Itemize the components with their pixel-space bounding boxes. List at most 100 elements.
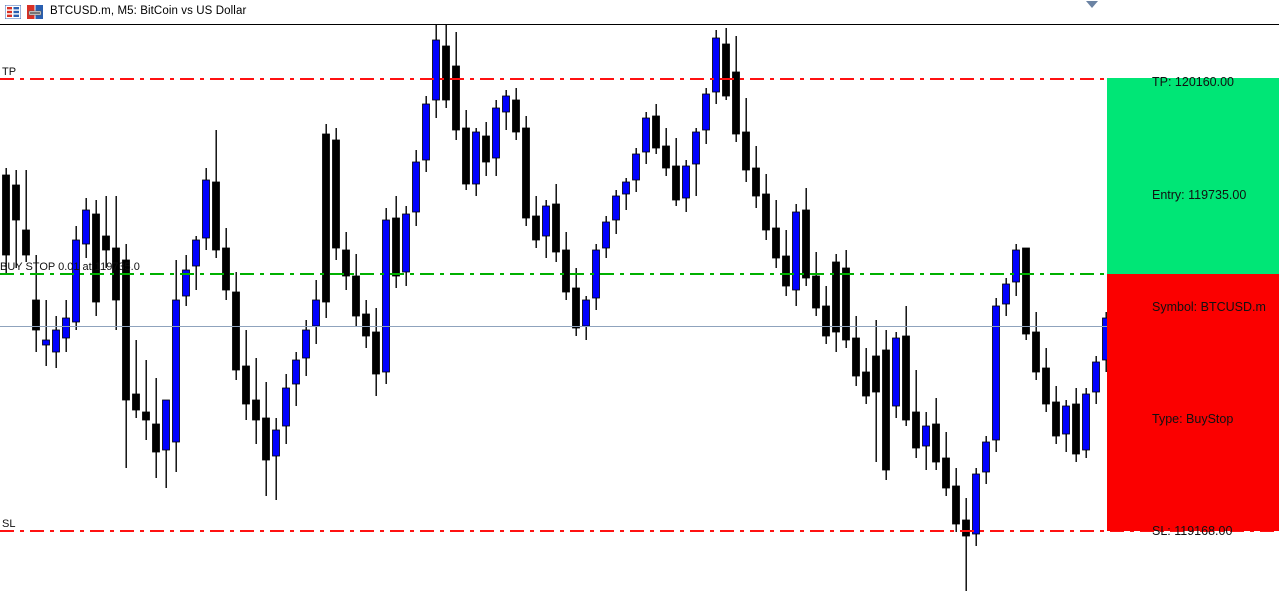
candlestick: [12, 170, 20, 268]
candlestick: [652, 104, 660, 154]
candlestick: [1002, 278, 1010, 316]
candlestick: [942, 432, 950, 496]
candlestick: [152, 378, 160, 478]
candlestick: [842, 250, 850, 348]
candlestick: [232, 272, 240, 380]
chart-window-icon[interactable]: [27, 5, 43, 19]
candlestick: [712, 30, 720, 104]
candlestick: [572, 268, 580, 336]
candlestick: [172, 260, 180, 472]
stop-loss-value-label: SL: 119168.00: [1152, 524, 1233, 538]
entry-order-left-label: BUY STOP 0.01 at 119735.0: [0, 261, 140, 273]
candlestick: [412, 150, 420, 226]
candlestick: [822, 286, 830, 344]
candlestick: [282, 374, 290, 444]
take-profit-value-label: TP: 120160.00: [1152, 75, 1235, 89]
candlestick-series: [2, 25, 1110, 591]
candlestick: [922, 412, 930, 470]
candlestick: [92, 200, 100, 316]
stop-loss-left-label: SL: [2, 518, 16, 530]
candlestick: [612, 190, 620, 234]
candlestick: [542, 200, 550, 258]
candlestick: [492, 100, 500, 176]
entry-value-label: Entry: 119735.00: [1152, 188, 1247, 202]
candlestick: [342, 232, 350, 290]
candlestick: [762, 174, 770, 240]
candlestick: [72, 226, 80, 330]
candlestick: [962, 498, 970, 591]
candlestick: [272, 418, 280, 500]
candlestick: [772, 200, 780, 268]
candlestick: [182, 255, 190, 306]
candlestick: [102, 196, 110, 268]
candlestick: [1072, 388, 1080, 462]
symbol-value-label: Symbol: BTCUSD.m: [1152, 300, 1266, 314]
candlestick: [372, 308, 380, 396]
candlestick: [82, 198, 90, 258]
candlestick: [722, 28, 730, 100]
candlestick: [692, 128, 700, 196]
candlestick: [532, 196, 540, 248]
candlestick: [252, 358, 260, 444]
candlestick: [322, 124, 330, 318]
profit-zone-rectangle[interactable]: [1107, 78, 1279, 274]
candlestick: [62, 300, 70, 352]
candlestick: [442, 25, 450, 108]
candlestick: [642, 112, 650, 164]
candlestick: [902, 306, 910, 426]
candlestick: [162, 399, 170, 488]
candlestick: [952, 468, 960, 532]
candlestick: [1042, 348, 1050, 412]
chart-title: BTCUSD.m, M5: BitCoin vs US Dollar: [50, 5, 247, 17]
candlestick: [502, 90, 510, 130]
candlestick: [212, 130, 220, 258]
candlestick: [802, 188, 810, 286]
candlestick: [352, 254, 360, 326]
candlestick: [202, 168, 210, 250]
candlestick: [992, 298, 1000, 452]
candlestick: [832, 254, 840, 352]
loss-zone-rectangle[interactable]: [1107, 274, 1279, 531]
candlestick: [292, 352, 300, 406]
candlestick: [362, 300, 370, 348]
candlestick: [482, 122, 490, 176]
candlestick: [882, 330, 890, 480]
take-profit-left-label: TP: [2, 66, 17, 78]
candlestick: [1022, 247, 1030, 340]
candlestick: [852, 316, 860, 386]
candlestick: [752, 146, 760, 208]
candlestick: [862, 348, 870, 404]
order-type-value-label: Type: BuyStop: [1152, 412, 1234, 426]
candlestick: [892, 332, 900, 418]
candlestick: [132, 340, 140, 418]
candlestick: [242, 330, 250, 420]
candlestick: [742, 98, 750, 182]
candlestick: [1032, 312, 1040, 380]
candlestick: [622, 178, 630, 210]
candlestick: [1092, 356, 1100, 404]
candlestick: [582, 296, 590, 340]
candlestick: [522, 116, 530, 226]
candlestick: [592, 244, 600, 310]
chart-titlebar: BTCUSD.m, M5: BitCoin vs US Dollar: [0, 0, 1279, 25]
candlestick: [122, 244, 130, 468]
candlestick: [662, 128, 670, 176]
scroll-marker-icon[interactable]: [1085, 1, 1099, 9]
candlestick: [632, 148, 640, 192]
candlestick: [32, 255, 40, 352]
candlestick: [302, 320, 310, 376]
candlestick: [52, 316, 60, 368]
candlestick: [512, 88, 520, 140]
candlestick: [392, 196, 400, 288]
candlestick: [792, 204, 800, 306]
candlestick: [2, 168, 10, 275]
candlestick: [222, 228, 230, 300]
candlestick: [472, 128, 480, 196]
candlestick: [422, 96, 430, 172]
chart-plot-area[interactable]: [0, 25, 1279, 591]
candlestick: [672, 138, 680, 206]
market-watch-icon[interactable]: [5, 5, 21, 19]
candlestick: [192, 236, 200, 290]
candlestick: [402, 206, 410, 286]
candlestick: [982, 436, 990, 484]
